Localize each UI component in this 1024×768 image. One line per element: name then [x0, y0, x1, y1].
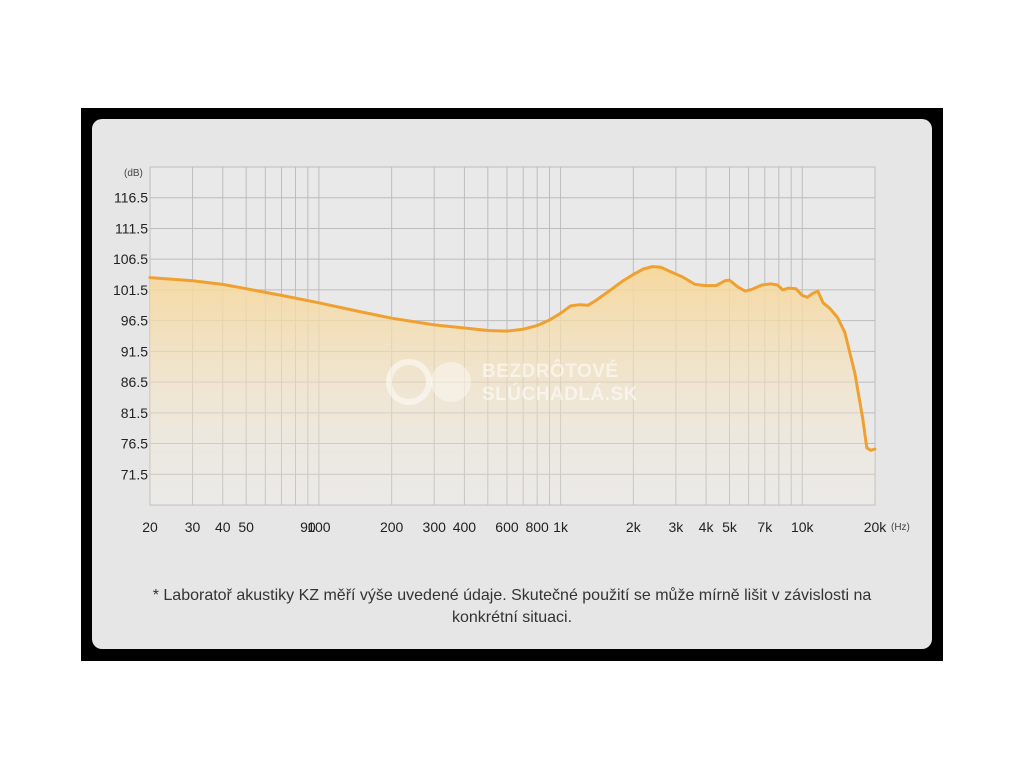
y-tick-label: 111.5	[115, 220, 148, 236]
response-area-fill	[150, 266, 875, 505]
x-tick-label: 200	[380, 519, 404, 535]
x-tick-label: 3k	[668, 519, 684, 535]
x-tick-label: 300	[423, 519, 447, 535]
y-tick-label: 91.5	[121, 343, 148, 359]
watermark-text: BEZDRÔTOVÉ SLÚCHADLÁ.SK	[482, 360, 638, 406]
x-tick-label: 100	[307, 519, 331, 535]
watermark-line-2: SLÚCHADLÁ.SK	[482, 384, 638, 405]
x-tick-label: 50	[238, 519, 254, 535]
x-tick-label: 2k	[626, 519, 642, 535]
x-tick-label: 40	[215, 519, 231, 535]
y-axis-unit: (dB)	[124, 168, 143, 179]
x-tick-label: 1k	[553, 519, 569, 535]
x-tick-label: 600	[495, 519, 519, 535]
y-tick-label: 81.5	[121, 405, 148, 421]
y-tick-label: 96.5	[121, 313, 148, 329]
x-tick-label: 10k	[791, 519, 815, 535]
x-tick-label: 800	[525, 519, 549, 535]
y-tick-labels: 116.5 111.5 106.5 101.5 96.5 91.5 86.5 81.5 76.5…	[113, 190, 148, 483]
y-tick-label: 71.5	[121, 466, 148, 482]
y-tick-label: 116.5	[114, 190, 148, 206]
x-tick-label: 4k	[699, 519, 715, 535]
response-curve	[148, 265, 877, 452]
y-tick-label: 76.5	[121, 436, 148, 452]
x-tick-label: 30	[185, 519, 201, 535]
x-tick-label: 20k	[864, 519, 888, 535]
x-tick-label: 7k	[757, 519, 773, 535]
x-tick-label: 20	[142, 519, 158, 535]
x-tick-label: 5k	[722, 519, 738, 535]
watermark-logo-icon	[386, 359, 471, 405]
y-tick-label: 106.5	[113, 251, 148, 267]
y-tick-label: 86.5	[121, 374, 148, 390]
x-tick-label: 400	[453, 519, 477, 535]
footnote: * Laboratoř akustiky KZ měří výše uveden…	[152, 587, 872, 626]
watermark-line-1: BEZDRÔTOVÉ	[482, 361, 619, 382]
x-tick-label: 90	[300, 519, 316, 535]
y-tick-label: 101.5	[113, 282, 148, 298]
x-axis-unit: (Hz)	[891, 522, 910, 533]
